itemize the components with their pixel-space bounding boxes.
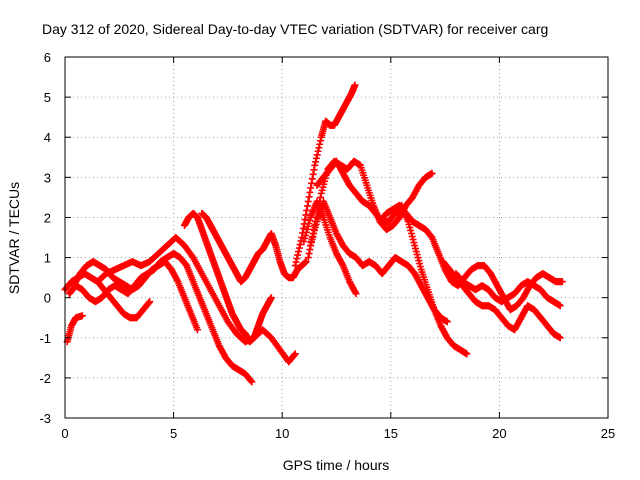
plot-frame: [64, 56, 609, 419]
series-arc-15: [452, 270, 564, 310]
series-arc-1: [61, 270, 154, 322]
data-point: [293, 255, 301, 263]
data-point: [304, 254, 312, 262]
axis-ticks: [64, 56, 609, 419]
data-point: [173, 276, 181, 284]
data-point: [428, 169, 436, 177]
data-point: [310, 166, 318, 174]
data-point: [146, 298, 154, 306]
data-point: [296, 241, 304, 249]
series-arc-4: [70, 258, 201, 334]
series-arc-10: [313, 157, 471, 358]
data-point: [352, 290, 360, 298]
y-tick-label: 4: [44, 130, 51, 145]
data-point: [301, 215, 309, 223]
data-point: [308, 179, 316, 187]
data-point: [312, 158, 320, 166]
data-point: [145, 299, 153, 307]
x-axis-label: GPS time / hours: [283, 457, 390, 473]
y-tick-label: 3: [44, 170, 51, 185]
x-tick-label: 10: [275, 426, 289, 441]
data-point: [305, 193, 313, 201]
data-point: [292, 258, 300, 266]
data-point: [311, 161, 319, 169]
y-tick-label: 1: [44, 251, 51, 266]
x-tick-label: 15: [384, 426, 398, 441]
data-point: [267, 294, 275, 302]
data-point: [188, 252, 196, 260]
data-point: [247, 377, 255, 385]
data-points: [61, 81, 566, 386]
series-arc-14: [439, 258, 564, 342]
y-tick-label: 5: [44, 90, 51, 105]
series-arc-12: [300, 197, 360, 298]
data-point: [443, 318, 451, 326]
x-tick-label: 20: [492, 426, 506, 441]
data-point: [294, 251, 302, 259]
data-point: [351, 288, 359, 296]
data-point: [556, 302, 564, 310]
data-point: [558, 278, 566, 286]
data-point: [315, 144, 323, 152]
grid-lines: [65, 57, 608, 418]
data-point: [351, 81, 359, 89]
data-point: [316, 137, 324, 145]
data-point: [305, 250, 313, 258]
y-tick-label: 6: [44, 50, 51, 65]
y-axis-label: SDTVAR / TECUs: [6, 182, 22, 294]
data-point: [291, 350, 299, 358]
y-tick-label: 2: [44, 210, 51, 225]
y-tick-label: -1: [39, 331, 51, 346]
data-point: [295, 244, 303, 252]
series-arc-6: [180, 209, 275, 346]
y-tick-label: -3: [39, 411, 51, 426]
data-point: [316, 140, 324, 148]
data-point: [314, 147, 322, 155]
data-point: [303, 202, 311, 210]
data-point: [556, 334, 564, 342]
data-point: [304, 197, 312, 205]
x-tick-label: 25: [601, 426, 615, 441]
data-point: [338, 260, 346, 268]
chart-title: Day 312 of 2020, Sidereal Day-to-day VTE…: [42, 21, 548, 37]
series-arc-2: [63, 312, 86, 346]
tick-labels: 0 5 10 15 20 25 -3 -2 -1 0 1 2 3 4 5 6: [39, 50, 615, 441]
data-point: [290, 351, 298, 359]
data-point: [193, 326, 201, 334]
data-point: [294, 248, 302, 256]
data-point: [248, 378, 256, 386]
data-point: [307, 184, 315, 192]
x-tick-label: 0: [61, 426, 68, 441]
series-arc-7: [198, 209, 310, 286]
data-point: [313, 151, 321, 159]
data-point: [309, 170, 317, 178]
series-arc-5: [94, 234, 299, 366]
data-point: [308, 175, 316, 183]
y-tick-label: -2: [39, 371, 51, 386]
data-point: [78, 312, 86, 320]
data-point: [303, 206, 311, 214]
data-point: [306, 188, 314, 196]
series-arc-13: [376, 201, 566, 314]
y-tick-label: 0: [44, 291, 51, 306]
series-arc-8: [291, 81, 359, 270]
data-point: [291, 262, 299, 270]
data-point: [463, 350, 471, 358]
data-point: [299, 224, 307, 232]
data-point: [316, 193, 324, 201]
data-point: [302, 258, 310, 266]
data-point: [312, 154, 320, 162]
x-tick-label: 5: [170, 426, 177, 441]
